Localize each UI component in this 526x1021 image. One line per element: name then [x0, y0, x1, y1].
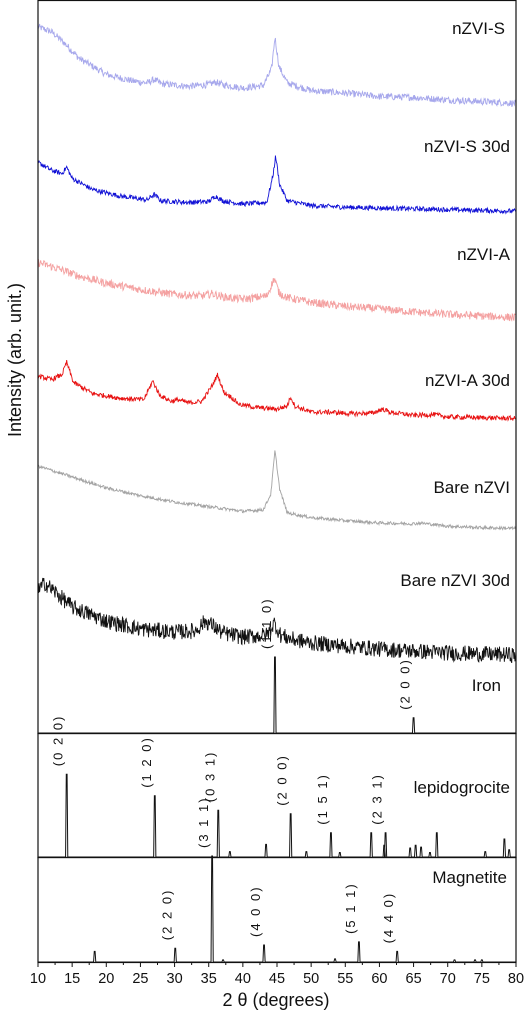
x-tick-label: 60: [371, 971, 387, 987]
x-tick-label: 25: [132, 971, 148, 987]
x-axis-title: 2 θ (degrees): [222, 990, 329, 1010]
x-tick-label: 30: [167, 971, 183, 987]
peak-label: (2 0 0): [275, 754, 290, 806]
series-label-nzvi-s: nZVI-S: [452, 19, 505, 38]
x-tick-label: 15: [64, 971, 80, 987]
trace-bare-nzvi: [37, 450, 517, 531]
y-axis-title: Intensity (arb. unit.): [5, 283, 25, 437]
peak-label: (4 0 0): [248, 885, 263, 937]
series-label-nzvi-a: nZVI-A: [457, 245, 511, 264]
x-tick-label: 75: [474, 971, 490, 987]
series-label-nzvi-a-30d: nZVI-A 30d: [425, 371, 510, 390]
x-tick-label: 50: [303, 971, 319, 987]
pattern-iron: [38, 656, 516, 734]
peak-label: (0 3 1): [202, 751, 217, 803]
x-tick-label: 10: [30, 971, 46, 987]
x-tick-label: 40: [235, 971, 251, 987]
peak-label: (3 1 1): [196, 796, 211, 848]
peak-label: (4 4 0): [381, 892, 396, 944]
traces: [37, 23, 517, 664]
peak-label: (2 0 0): [398, 658, 413, 710]
trace-nzvi-a-30d: [37, 360, 517, 422]
pattern-magnetite: [38, 855, 516, 963]
x-tick-label: 80: [508, 971, 524, 987]
peak-label: (2 2 0): [159, 889, 174, 941]
trace-bare-nzvi-30d: [37, 577, 517, 664]
peak-label: (0 2 0): [51, 715, 66, 767]
peak-label: (1 5 1): [315, 773, 330, 825]
trace-nzvi-s-30d: [37, 155, 517, 215]
reference-peaks: (1 1 0) (2 0 0) (0 2 0) (1 2 0) (0 3 1) (2 0 …: [38, 597, 516, 963]
peak-label: (1 1 0): [259, 597, 274, 649]
trace-nzvi-a: [37, 258, 517, 322]
x-tick-label: 65: [406, 971, 422, 987]
x-tick-label: 35: [201, 971, 217, 987]
series-label-bare-nzvi: Bare nZVI: [433, 478, 510, 497]
series-labels: nZVI-S nZVI-S 30d nZVI-A nZVI-A 30d Bare nZV…: [400, 19, 510, 887]
series-label-nzvi-s-30d: nZVI-S 30d: [424, 137, 510, 156]
series-label-bare-nzvi-30d: Bare nZVI 30d: [400, 571, 510, 590]
x-tick-label: 70: [440, 971, 456, 987]
series-label-magnetite: Magnetite: [432, 868, 507, 887]
x-axis: 10 15 20 25 30 35 40 45 50 55 60 65 70 75 80: [30, 962, 524, 987]
series-label-iron: Iron: [472, 676, 501, 695]
peak-label: (2 3 1): [370, 773, 385, 825]
series-label-lepidogrocite: lepidogrocite: [414, 778, 510, 797]
trace-nzvi-s: [37, 23, 517, 107]
x-tick-label: 45: [269, 971, 285, 987]
x-tick-label: 55: [337, 971, 353, 987]
x-tick-label: 20: [98, 971, 114, 987]
peak-label: (5 1 1): [343, 882, 358, 934]
peak-label: (1 2 0): [139, 736, 154, 788]
